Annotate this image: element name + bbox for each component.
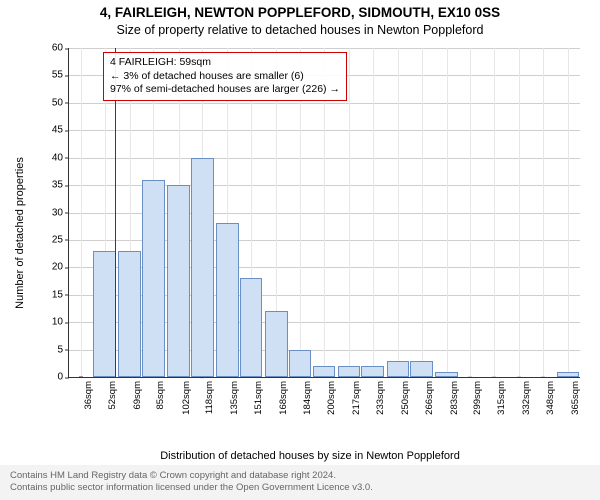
chart-area: Number of detached properties 0510152025…	[40, 48, 580, 418]
x-axis-label: Distribution of detached houses by size …	[160, 450, 460, 462]
y-axis-label: Number of detached properties	[14, 157, 26, 309]
xtick-label: 315sqm	[496, 377, 507, 415]
gridline-v	[447, 48, 448, 377]
histogram-bar	[167, 185, 190, 377]
gridline-v	[422, 48, 423, 377]
histogram-bar	[118, 251, 141, 377]
histogram-bar	[435, 372, 458, 377]
histogram-bar	[289, 350, 312, 377]
histogram-bar	[191, 158, 214, 377]
gridline-v	[398, 48, 399, 377]
histogram-bar	[361, 366, 384, 377]
annotation-line3: 97% of semi-detached houses are larger (…	[110, 83, 340, 97]
annotation-line2: ← 3% of detached houses are smaller (6)	[110, 70, 340, 84]
histogram-bar	[557, 372, 580, 377]
ytick-label: 0	[57, 372, 69, 383]
xtick-label: 217sqm	[351, 377, 362, 415]
ytick-label: 15	[52, 289, 69, 300]
histogram-bar	[142, 180, 165, 377]
plot-region: 05101520253035404550556036sqm52sqm69sqm8…	[68, 48, 580, 378]
xtick-label: 365sqm	[570, 377, 581, 415]
xtick-label: 118sqm	[204, 377, 215, 414]
chart-title: 4, FAIRLEIGH, NEWTON POPPLEFORD, SIDMOUT…	[0, 4, 600, 22]
xtick-label: 250sqm	[400, 377, 411, 415]
xtick-label: 299sqm	[472, 377, 483, 415]
annotation-box: 4 FAIRLEIGH: 59sqm ← 3% of detached hous…	[103, 52, 347, 101]
histogram-bar	[216, 223, 239, 377]
xtick-label: 266sqm	[424, 377, 435, 415]
histogram-bar	[93, 251, 116, 377]
gridline-v	[373, 48, 374, 377]
histogram-bar	[240, 278, 263, 377]
ytick-label: 55	[52, 70, 69, 81]
ytick-label: 45	[52, 125, 69, 136]
xtick-label: 200sqm	[326, 377, 337, 415]
histogram-bar	[410, 361, 433, 377]
ytick-label: 5	[57, 344, 69, 355]
ytick-label: 10	[52, 317, 69, 328]
chart-subtitle: Size of property relative to detached ho…	[0, 22, 600, 38]
xtick-label: 135sqm	[229, 377, 240, 415]
xtick-label: 184sqm	[302, 377, 313, 415]
xtick-label: 69sqm	[132, 377, 143, 410]
histogram-bar	[313, 366, 336, 377]
footer-line2: Contains public sector information licen…	[10, 482, 590, 494]
gridline-v	[81, 48, 82, 377]
xtick-label: 332sqm	[521, 377, 532, 415]
gridline-v	[519, 48, 520, 377]
ytick-label: 20	[52, 262, 69, 273]
xtick-label: 85sqm	[155, 377, 166, 410]
gridline-v	[494, 48, 495, 377]
gridline-v	[568, 48, 569, 377]
gridline-v	[349, 48, 350, 377]
ytick-label: 50	[52, 97, 69, 108]
annotation-line1: 4 FAIRLEIGH: 59sqm	[110, 56, 340, 70]
ytick-label: 30	[52, 207, 69, 218]
footer-line1: Contains HM Land Registry data © Crown c…	[10, 470, 590, 482]
histogram-bar	[338, 366, 361, 377]
xtick-label: 52sqm	[107, 377, 118, 410]
xtick-label: 102sqm	[181, 377, 192, 415]
xtick-label: 151sqm	[253, 377, 264, 415]
histogram-bar	[265, 311, 288, 377]
xtick-label: 348sqm	[545, 377, 556, 415]
ytick-label: 35	[52, 180, 69, 191]
chart-title-block: 4, FAIRLEIGH, NEWTON POPPLEFORD, SIDMOUT…	[0, 0, 600, 38]
gridline-v	[543, 48, 544, 377]
gridline-v	[470, 48, 471, 377]
ytick-label: 25	[52, 234, 69, 245]
footer: Contains HM Land Registry data © Crown c…	[0, 465, 600, 500]
xtick-label: 36sqm	[83, 377, 94, 410]
histogram-bar	[387, 361, 410, 377]
ytick-label: 40	[52, 152, 69, 163]
ytick-label: 60	[52, 43, 69, 54]
xtick-label: 283sqm	[449, 377, 460, 415]
xtick-label: 233sqm	[375, 377, 386, 415]
xtick-label: 168sqm	[278, 377, 289, 415]
